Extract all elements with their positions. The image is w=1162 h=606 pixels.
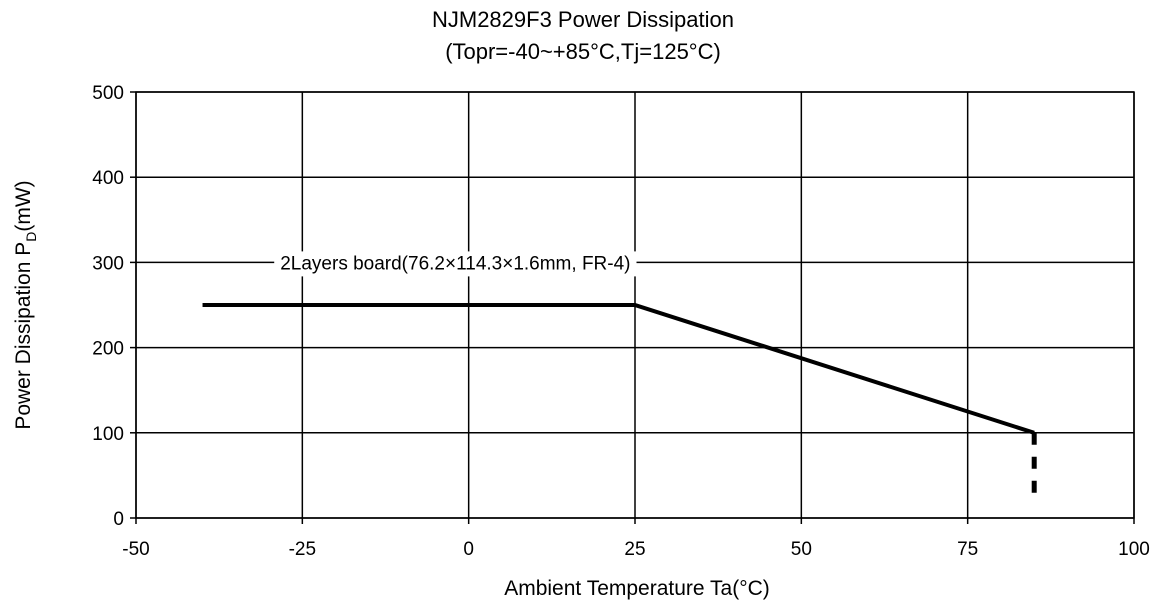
y-axis-label-prefix: Power Dissipation P xyxy=(12,242,35,430)
y-tick-label: 500 xyxy=(92,83,124,104)
x-tick-label: 100 xyxy=(1118,539,1150,560)
x-tick-label: 0 xyxy=(463,539,474,560)
x-tick-label: 75 xyxy=(957,539,978,560)
y-axis-label-suffix: (mW) xyxy=(12,180,35,231)
series-line xyxy=(202,303,1035,435)
x-axis-tick-labels: -50 -25 0 25 50 75 100 xyxy=(122,518,1150,560)
y-axis-label: Power Dissipation PD(mW) xyxy=(12,180,39,429)
x-tick-label: -25 xyxy=(289,539,316,560)
chart-title: NJM2829F3 Power Dissipation xyxy=(432,7,734,32)
x-tick-label: 25 xyxy=(624,539,645,560)
series-annotation-background xyxy=(274,251,637,277)
x-axis-label: Ambient Temperature Ta(°C) xyxy=(504,577,770,600)
y-axis-label-subscript: D xyxy=(23,232,39,242)
y-tick-label: 200 xyxy=(92,339,124,360)
x-tick-label: 50 xyxy=(791,539,812,560)
y-axis-tick-labels: 0 100 200 300 400 500 xyxy=(92,83,136,530)
chart-subtitle: (Topr=-40~+85°C,Tj=125°C) xyxy=(445,39,721,64)
series-layer xyxy=(202,303,1037,502)
x-tick-label: -50 xyxy=(122,539,149,560)
y-tick-label: 400 xyxy=(92,168,124,189)
series-annotation-label: 2Layers board(76.2×114.3×1.6mm, FR-4) xyxy=(280,253,630,274)
y-tick-label: 100 xyxy=(92,424,124,445)
y-tick-label: 0 xyxy=(113,509,124,530)
y-tick-label: 300 xyxy=(92,253,124,274)
